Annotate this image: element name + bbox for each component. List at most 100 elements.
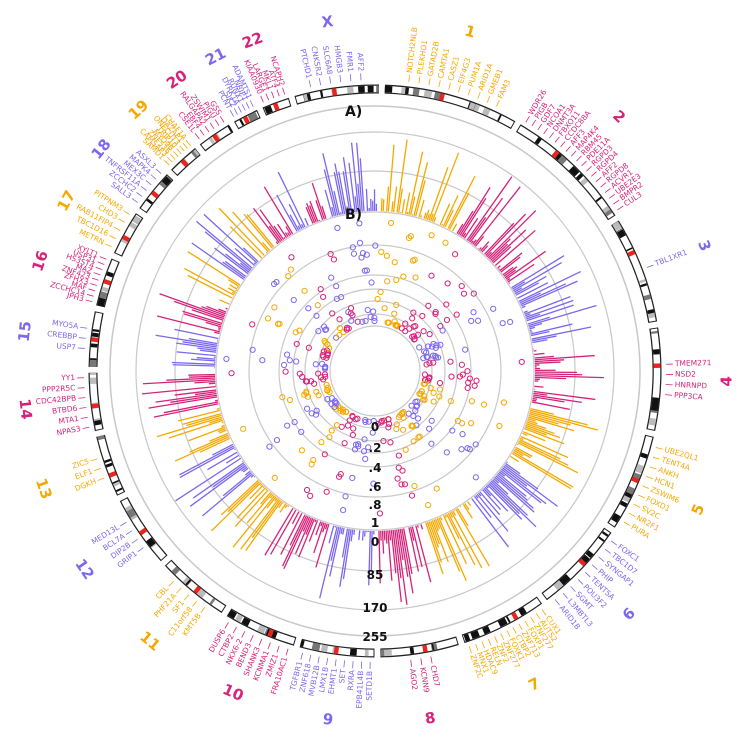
bar-mark: [174, 436, 230, 462]
bar-mark: [287, 232, 291, 237]
gene-tick: [179, 145, 185, 152]
centromere: [273, 102, 280, 111]
scatter-point: [443, 316, 451, 324]
bar-mark: [352, 208, 355, 213]
gene-tick: [428, 78, 431, 86]
scatter-point: [376, 510, 384, 517]
bar-mark: [269, 494, 274, 499]
chromosome-label: 6: [619, 604, 639, 624]
bar-mark: [277, 171, 306, 228]
chromosome-band: [239, 119, 245, 126]
gene-tick: [155, 168, 162, 175]
scatter-point: [302, 378, 310, 385]
bar-mark: [204, 231, 252, 271]
bar-mark: [265, 251, 268, 254]
bar-mark: [283, 516, 309, 570]
chromosome-band: [481, 107, 491, 117]
gene-label: MTA1: [58, 414, 80, 426]
bar-mark: [511, 452, 572, 490]
gene-tick: [167, 156, 173, 163]
scatter-point: [410, 333, 418, 340]
scatter-point: [458, 282, 465, 290]
gene-tick: [531, 119, 537, 127]
bar-mark: [501, 468, 547, 505]
scatter-point: [472, 474, 479, 481]
chromosome-band: [473, 104, 481, 112]
scatter-axis-tick: .8: [369, 498, 382, 512]
bar-mark: [249, 484, 264, 500]
chromosome-band: [557, 155, 567, 165]
grid-ring: [215, 211, 535, 531]
chromosome-label: 16: [28, 248, 52, 273]
chromosome-band: [468, 102, 476, 111]
scatter-point: [352, 416, 359, 423]
scatter-point: [414, 331, 422, 338]
bar-mark: [524, 426, 547, 436]
chromosome-band-base: [115, 214, 142, 256]
bar-mark: [469, 197, 504, 243]
scatter-point: [356, 239, 364, 246]
bar-mark: [284, 232, 289, 238]
gene-tick: [481, 641, 485, 649]
bar-mark: [524, 296, 571, 315]
scatter-point: [326, 345, 333, 352]
bar-mark: [331, 206, 335, 217]
scatter-point: [418, 388, 425, 395]
bar-mark: [319, 526, 338, 599]
scatter-point: [425, 302, 432, 309]
bar-mark: [439, 203, 451, 226]
gene-tick: [164, 159, 170, 166]
gene-tick: [591, 171, 597, 177]
bar-mark: [512, 451, 574, 488]
bar-mark: [488, 483, 520, 515]
bar-mark: [302, 516, 311, 532]
gene-tick: [613, 199, 620, 205]
bar-mark: [308, 520, 319, 542]
scatter-point: [424, 343, 431, 350]
bar-mark: [524, 313, 531, 317]
scatter-point: [311, 380, 318, 387]
scatter-point: [415, 434, 422, 441]
bar-mark: [503, 266, 518, 277]
bar-mark: [415, 525, 432, 583]
scatter-point: [398, 325, 405, 332]
bar-mark: [515, 282, 539, 296]
gene-tick: [343, 660, 345, 668]
gene-tick: [93, 272, 101, 276]
bar-mark: [525, 422, 555, 435]
scatter-point: [279, 394, 286, 401]
bar-mark: [279, 503, 287, 513]
chromosome-band: [146, 537, 156, 548]
bar-mark: [385, 186, 390, 212]
chromosome-band: [622, 495, 631, 503]
centromere: [627, 249, 636, 257]
bar-mark: [184, 267, 235, 296]
chromosome-band: [197, 589, 207, 598]
scatter-point: [349, 412, 356, 420]
gene-tick: [241, 631, 246, 638]
chromosome-band: [604, 209, 613, 217]
scatter-point: [349, 431, 356, 439]
bar-mark: [179, 447, 235, 478]
gene-label: LMX1B: [317, 666, 330, 693]
scatter-point: [266, 443, 273, 450]
scatter-point: [296, 327, 303, 334]
gene-tick: [543, 127, 549, 135]
bar-mark: [288, 203, 303, 230]
scatter-point: [374, 420, 382, 427]
scatter-point: [285, 273, 292, 280]
chromosome-label: 7: [526, 674, 543, 695]
gene-tick: [334, 659, 337, 667]
scatter-point: [464, 368, 471, 375]
bar-mark: [205, 321, 222, 328]
scatter-point: [363, 251, 370, 258]
scatter-point: [349, 312, 356, 319]
bar-mark: [392, 186, 398, 213]
scatter-point: [349, 244, 356, 251]
bar-mark: [522, 432, 528, 437]
bar-mark: [399, 528, 409, 577]
bar-mark: [504, 464, 539, 490]
scatter-point: [301, 391, 308, 398]
scatter-point: [500, 399, 508, 406]
scatter-point: [490, 305, 497, 312]
